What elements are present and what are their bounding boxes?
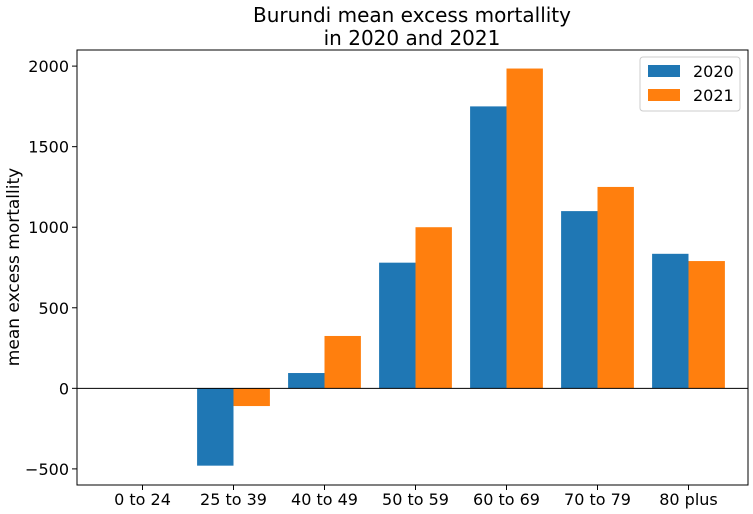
chart-title: Burundi mean excess mortallity in 2020 a… (253, 3, 571, 50)
bar-2020-25-to-39 (197, 388, 234, 466)
y-tick-label: −500 (25, 460, 69, 479)
x-axis-ticks: 0 to 24 25 to 39 40 to 49 50 to 59 60 to 69 7… (114, 485, 718, 509)
x-tick-label: 25 to 39 (200, 490, 267, 509)
y-tick-label: 1000 (28, 218, 69, 237)
bar-2020-50-to-59 (379, 262, 416, 389)
bar-2021-70-to-79 (597, 186, 634, 389)
y-axis-ticks: −500 0 500 1000 1500 2000 (25, 57, 77, 479)
bar-2020-60-to-69 (470, 106, 507, 389)
bar-2020-40-to-49 (288, 373, 325, 389)
y-tick-label: 2000 (28, 57, 69, 76)
bar-2021-50-to-59 (415, 227, 452, 389)
x-tick-label: 40 to 49 (291, 490, 358, 509)
bar-2021-60-to-69 (506, 68, 543, 389)
legend-swatch-2021 (648, 89, 680, 101)
legend: 2020 2021 (639, 56, 741, 112)
x-tick-label: 70 to 79 (564, 490, 631, 509)
y-tick-label: 500 (38, 299, 69, 318)
x-tick-label: 80 plus (659, 490, 718, 509)
chart-title-line-2: in 2020 and 2021 (324, 26, 501, 50)
x-tick-label: 50 to 59 (382, 490, 449, 509)
chart-title-line-1: Burundi mean excess mortallity (253, 3, 571, 27)
x-tick-label: 60 to 69 (473, 490, 540, 509)
x-tick-label: 0 to 24 (114, 490, 171, 509)
legend-swatch-2020 (648, 65, 680, 77)
bar-2020-80-plus (652, 253, 689, 389)
bar-2020-70-to-79 (561, 211, 598, 389)
bar-2021-25-to-39 (233, 388, 270, 407)
bar-2021-40-to-49 (324, 335, 361, 389)
bar-2021-80-plus (688, 261, 725, 389)
plot-frame (76, 49, 749, 486)
y-tick-label: 0 (59, 379, 69, 398)
legend-label-2020: 2020 (693, 62, 734, 81)
legend-label-2021: 2021 (693, 86, 734, 105)
y-tick-label: 1500 (28, 138, 69, 157)
y-axis-label: mean excess mortallity (4, 168, 24, 366)
bars-layer (197, 68, 725, 466)
